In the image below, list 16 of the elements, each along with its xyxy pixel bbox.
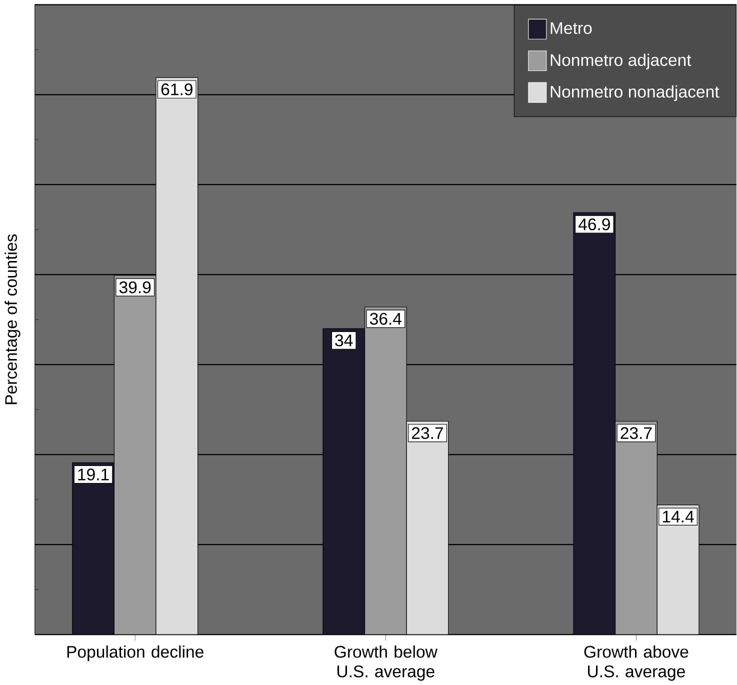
legend-label: Metro <box>550 22 592 34</box>
x-tick-label: Population decline <box>67 645 204 661</box>
y-axis-title: Percentage of counties <box>4 234 20 404</box>
data-label: 34 <box>335 334 353 346</box>
data-label: 19.1 <box>78 468 109 480</box>
data-label: 36.4 <box>370 312 402 325</box>
legend-label: Nonmetro adjacent <box>550 54 692 70</box>
data-label: 23.7 <box>412 426 443 439</box>
data-label: 14.4 <box>662 510 694 522</box>
data-label: 46.9 <box>578 218 610 230</box>
legend-label: Nonmetro nonadjacent <box>550 85 720 101</box>
data-label: 23.7 <box>620 426 652 439</box>
data-label: 61.9 <box>161 83 192 96</box>
x-tick-label: Growth above U.S. average <box>584 645 688 681</box>
x-tick-label: Growth below U.S. average <box>334 645 438 681</box>
data-label: 39.9 <box>119 281 151 294</box>
